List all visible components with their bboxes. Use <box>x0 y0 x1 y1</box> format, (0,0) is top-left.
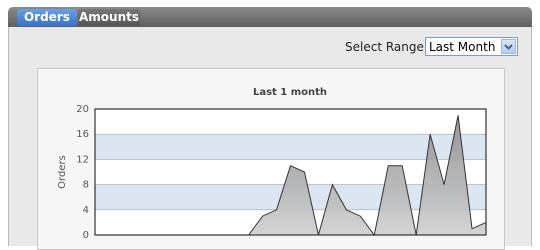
tab-amounts[interactable]: Amounts <box>78 9 140 26</box>
area-fill <box>95 115 486 235</box>
y-tick-label: 0 <box>83 230 89 241</box>
plot-border <box>94 108 487 236</box>
y-tick-label: 4 <box>83 205 89 216</box>
y-tick-label: 8 <box>83 180 89 191</box>
range-select[interactable]: Last Month <box>425 37 518 56</box>
chart-title: Last 1 month <box>253 87 327 98</box>
y-tick-label: 12 <box>76 154 89 165</box>
y-tick-label: 20 <box>76 104 89 115</box>
tab-orders[interactable]: Orders <box>17 9 77 26</box>
arrow-icon <box>504 44 513 50</box>
range-value: Last Month <box>429 40 496 54</box>
dropdown-arrow[interactable] <box>501 39 516 54</box>
y-tick-label: 16 <box>76 129 89 140</box>
y-axis-label: Orders <box>57 155 68 189</box>
grid-band <box>95 134 486 160</box>
range-label: Select Range: <box>345 40 428 54</box>
